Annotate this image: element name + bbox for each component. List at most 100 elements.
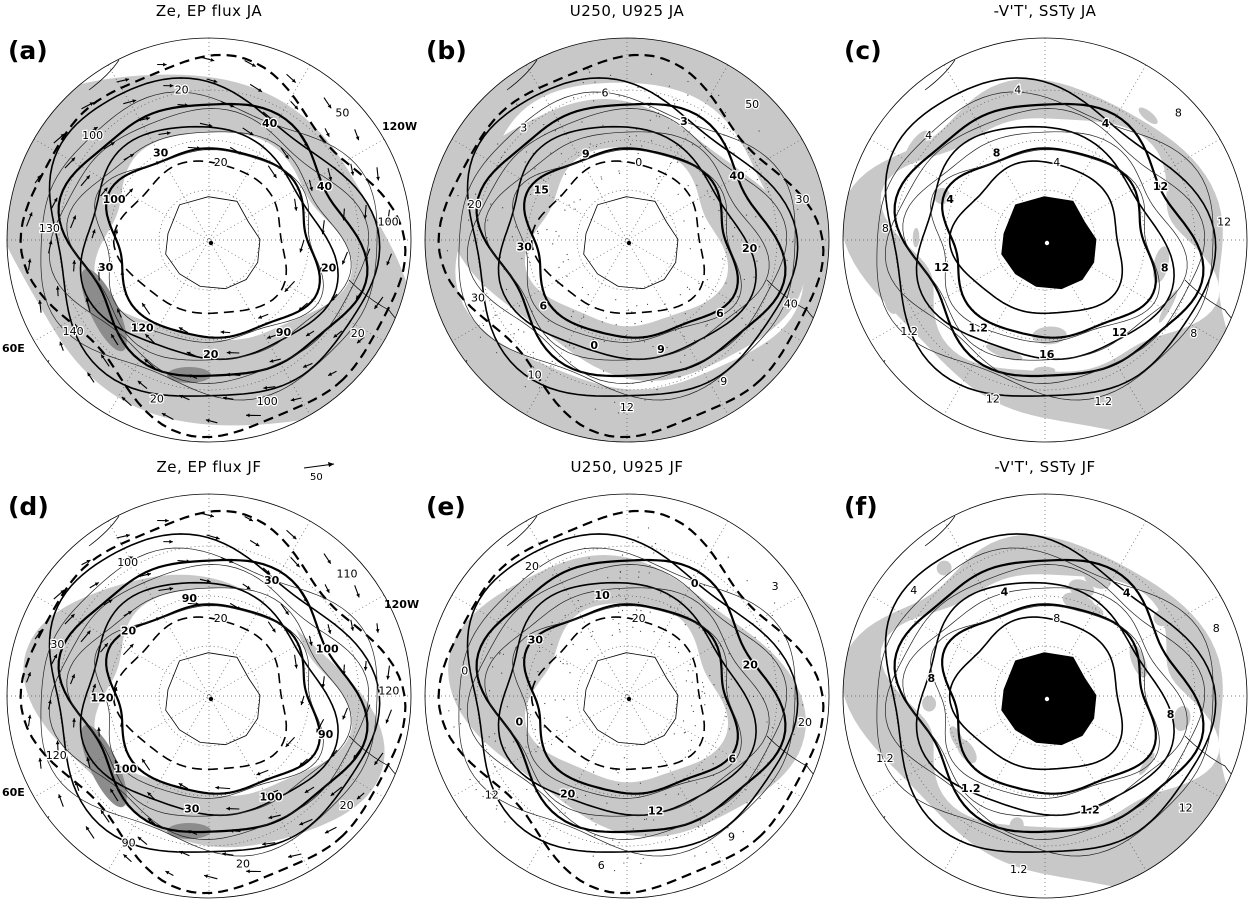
contour-label: 9 <box>728 831 735 844</box>
contour-label: 10 <box>595 589 611 602</box>
polar-map: 8 4 8 8 12 1.2 1.2 1.2 1.2 8 4 4 <box>842 493 1248 899</box>
contour-label: 30 <box>264 574 280 587</box>
contour-label: 6 <box>598 859 605 872</box>
reference-vector: 50 <box>303 462 335 483</box>
contour-label: 4 <box>1102 117 1110 130</box>
contour-label: 8 <box>1167 708 1175 721</box>
contour-label: 40 <box>729 170 745 183</box>
contour-label: 10 <box>528 369 542 382</box>
panel-label: (f) <box>844 492 878 521</box>
contour-label: 20 <box>121 625 137 638</box>
contour-label: 30 <box>153 147 169 160</box>
contour-label: 30 <box>471 291 485 304</box>
contour-label: 20 <box>340 799 354 812</box>
contour-label: 110 <box>337 567 358 580</box>
contour-label: 4 <box>1053 156 1060 169</box>
panel-title: -V'T', SSTy JF <box>994 458 1096 476</box>
contour-label: 30 <box>98 261 114 274</box>
contour-label: 4 <box>1123 587 1131 600</box>
contour-label: 1.2 <box>1010 863 1027 876</box>
contour-label: 100 <box>114 762 137 775</box>
panel-a: Ze, EP flux JA 20 40 50 40 100 20 20 90 100 20 20 1… <box>0 0 418 456</box>
contour-label: 120 <box>378 685 399 698</box>
contour-label: 100 <box>260 791 283 804</box>
contour-label: 140 <box>63 325 84 338</box>
contour-label: 8 <box>927 672 935 685</box>
contour-label: 90 <box>318 728 334 741</box>
contour-label: 50 <box>745 98 759 111</box>
reference-vector-label: 50 <box>310 472 323 483</box>
panel-label: (b) <box>426 36 467 65</box>
contour-label: 20 <box>203 348 219 361</box>
contour-label: 8 <box>1161 261 1169 274</box>
contour-label: 50 <box>335 106 349 119</box>
contour-label: 8 <box>1190 327 1197 340</box>
contour-label: 1.2 <box>1095 395 1113 408</box>
contour-label: 0 <box>515 716 523 729</box>
contour-label: 16 <box>1039 348 1055 361</box>
contour-label: 100 <box>257 395 278 408</box>
contour-label: 6 <box>716 307 724 320</box>
contour-label: 9 <box>657 343 665 356</box>
contour-label: 20 <box>214 612 228 625</box>
contour-label: 6 <box>602 87 609 100</box>
contour-label: 1.2 <box>1080 804 1100 817</box>
polar-map: 20 30 110 100 120 90 20 100 20 30 90 100 120 120 30 20 1… <box>6 493 412 899</box>
contour-label: 90 <box>122 837 136 850</box>
contour-label: 130 <box>39 222 60 235</box>
contour-label: 12 <box>485 789 499 802</box>
contour-label: 1.2 <box>900 325 918 338</box>
contour-label: 0 <box>635 156 642 169</box>
contour-label: 20 <box>351 327 365 340</box>
contour-label: 30 <box>517 241 533 254</box>
panel-title: U250, U925 JF <box>570 458 684 476</box>
contour-label: 4 <box>1001 586 1009 599</box>
contour-label: 8 <box>1213 622 1220 635</box>
contour-label: 100 <box>82 129 103 142</box>
polar-map: 20 40 50 40 100 20 20 90 100 20 20 120 140 30 130 100 10… <box>6 37 412 443</box>
contour-label: 100 <box>316 643 339 656</box>
contour-label: 12 <box>1217 215 1231 228</box>
contour-label: 40 <box>317 180 333 193</box>
contour-label: 8 <box>993 147 1001 160</box>
contour-label: 20 <box>798 716 812 729</box>
contour-label: 12 <box>648 805 663 818</box>
contour-label: 20 <box>175 84 189 97</box>
contour-label: 1.2 <box>961 782 981 795</box>
lon-label-right: 120W <box>384 598 420 611</box>
contour-label: 3 <box>772 580 779 593</box>
contour-label: 120 <box>131 322 154 335</box>
panel-label: (c) <box>844 36 882 65</box>
contour-label: 6 <box>539 300 547 313</box>
contour-label: 40 <box>784 297 798 310</box>
contour-label: 12 <box>1153 180 1168 193</box>
contour-label: 100 <box>378 215 399 228</box>
contour-label: 9 <box>720 375 727 388</box>
contour-label: 3 <box>680 115 688 128</box>
contour-label: 20 <box>632 612 646 625</box>
panel-label: (a) <box>8 36 48 65</box>
contour-label: 100 <box>117 556 138 569</box>
contour-label: 20 <box>236 858 250 871</box>
polar-map: 0 3 50 40 30 20 40 6 9 9 12 0 10 6 30 30 20 15 3 9 6 <box>424 37 830 443</box>
contour-label: 4 <box>925 129 932 142</box>
panel-title: -V'T', SSTy JA <box>993 2 1097 20</box>
contour-label: 20 <box>321 261 337 274</box>
contour-label: 1.2 <box>968 322 988 335</box>
contour-label: 12 <box>1179 801 1193 814</box>
contour-label: 12 <box>620 401 634 414</box>
panel-b: U250, U925 JA 0 3 50 40 30 20 40 6 9 9 12 0 10 6 30 30 2… <box>418 0 836 456</box>
contour-label: 30 <box>796 193 810 206</box>
contour-label: 90 <box>182 592 198 605</box>
panel-c: -V'T', SSTy JA 4 4 8 12 12 8 8 12 1.2 16 12 1.2 1.2 1… <box>836 0 1253 456</box>
contour-label: 0 <box>691 577 699 590</box>
contour-label: 4 <box>1014 84 1021 97</box>
panel-title: U250, U925 JA <box>569 2 685 20</box>
contour-label: 30 <box>184 803 200 816</box>
contour-label: 20 <box>525 560 539 573</box>
contour-label: 0 <box>590 339 598 352</box>
contour-label: 4 <box>910 584 917 597</box>
panel-d: Ze, EP flux JF 20 30 110 100 120 90 20 100 20 30 9… <box>0 456 420 912</box>
panel-title: Ze, EP flux JA <box>155 2 263 20</box>
lon-label-left: 60E <box>2 786 25 799</box>
